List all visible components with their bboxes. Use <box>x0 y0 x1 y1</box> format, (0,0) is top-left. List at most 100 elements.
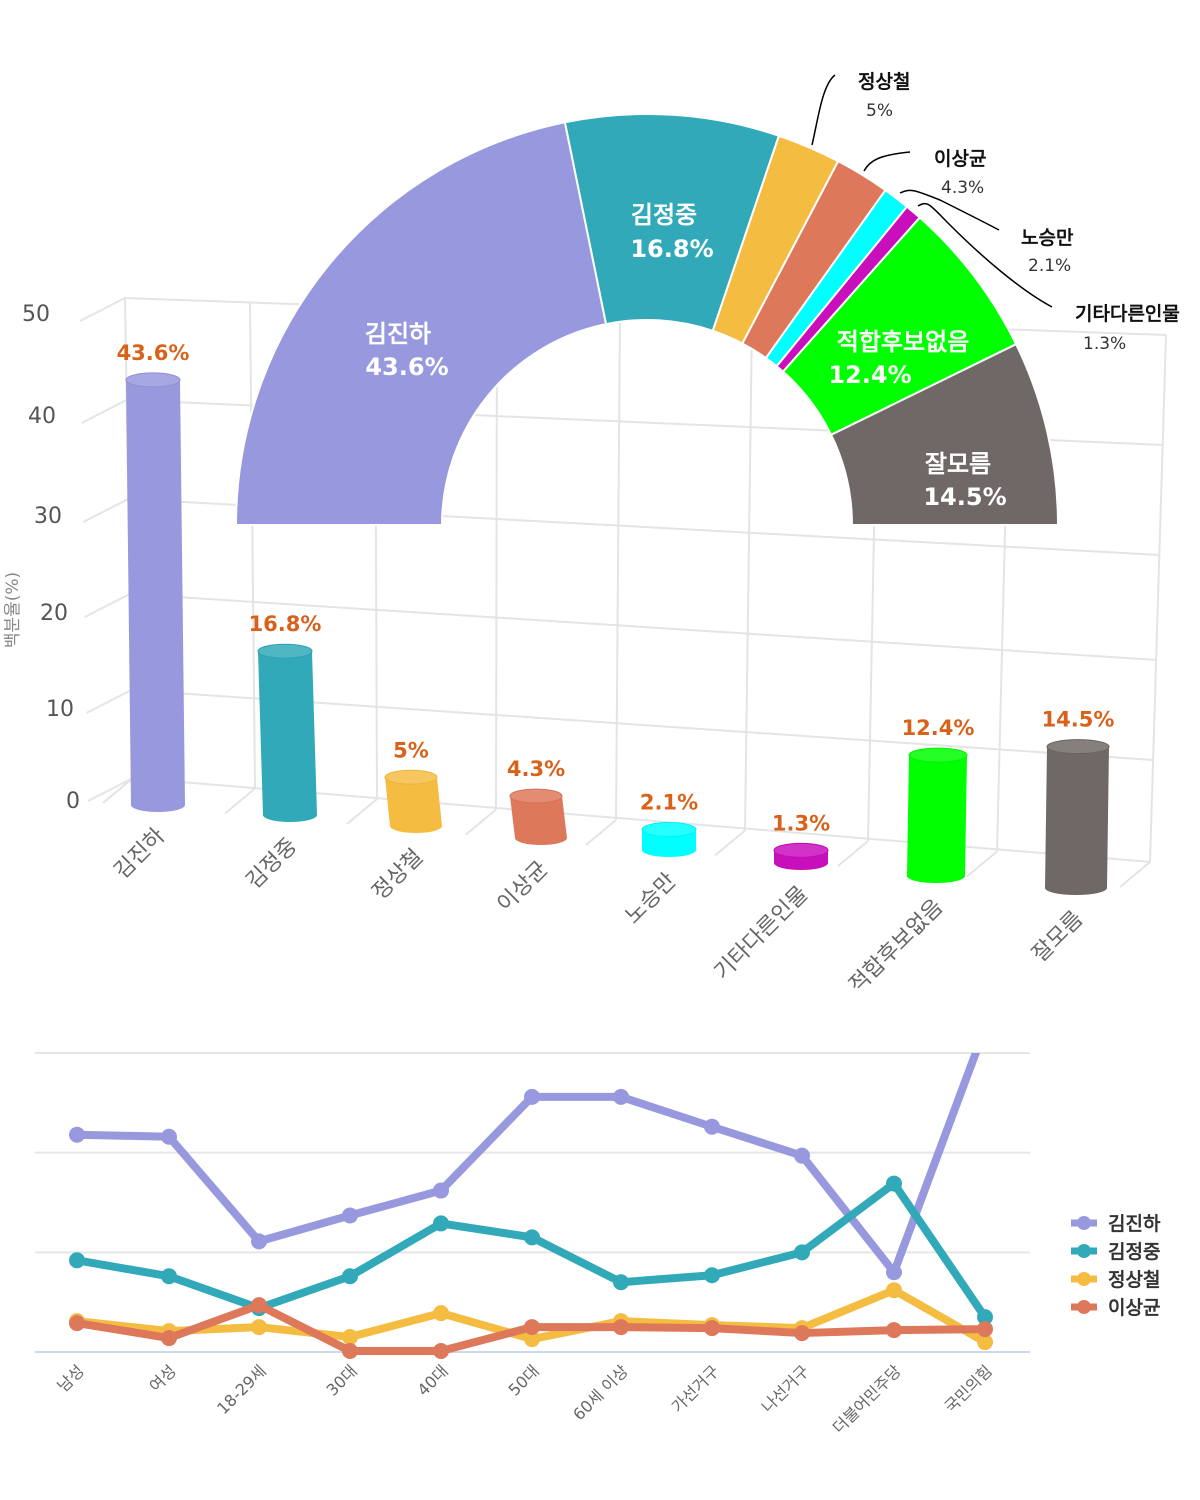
bar-기타다른인물: 1.3% <box>772 811 830 870</box>
donut-inside-value: 14.5% <box>923 483 1006 511</box>
bar-value-label: 14.5% <box>1042 708 1115 732</box>
x-tick-label: 남성 <box>54 1361 88 1395</box>
data-point <box>704 1320 720 1337</box>
grid-line <box>615 316 621 821</box>
data-point <box>704 1267 720 1284</box>
legend-item-김진하: 김진하 <box>1071 1213 1161 1235</box>
data-point <box>161 1330 177 1347</box>
x-tick-label: 김진하 <box>110 824 171 885</box>
floor-line <box>224 787 256 815</box>
donut-inside-name: 잘모름 <box>925 450 991 478</box>
bar-top <box>384 769 438 785</box>
data-point <box>524 1229 540 1246</box>
bar-value-label: 43.6% <box>117 341 190 365</box>
bar-top <box>1046 739 1110 755</box>
bar-top <box>641 822 697 838</box>
x-tick-label: 나선거구 <box>758 1361 813 1416</box>
data-point <box>613 1319 629 1336</box>
line-chart-x-axis: 남성 여성 18-29세 30대 40대 50대 60세 이상 가선거구 나선거구 더불어민주당 국… <box>54 1361 996 1437</box>
floor-line <box>102 777 134 804</box>
line-plot-area <box>69 1020 993 1360</box>
side-grid-line <box>85 689 132 714</box>
bar-chart-y-axis-label: 백분율(%) <box>3 572 23 648</box>
floor-line <box>837 840 869 867</box>
x-tick-label: 50대 <box>505 1361 543 1399</box>
x-tick-label: 여성 <box>146 1361 180 1395</box>
donut-leader-line <box>811 74 836 146</box>
bar-body <box>510 796 567 845</box>
x-tick-label: 김정중 <box>242 834 303 895</box>
x-tick-label: 이상균 <box>493 857 554 918</box>
donut-leader-line <box>917 202 1053 308</box>
x-tick-label: 노승만 <box>621 869 682 930</box>
x-tick-label: 30대 <box>323 1361 361 1399</box>
data-point <box>251 1233 267 1250</box>
bar-body <box>907 755 967 883</box>
bar-value-label: 12.4% <box>902 716 975 740</box>
floor-line <box>585 819 617 846</box>
bar-value-label: 16.8% <box>249 612 322 636</box>
legend-marker <box>1077 1272 1091 1286</box>
data-point <box>794 1325 810 1342</box>
line-chart-grid <box>35 1052 1030 1353</box>
floor-line <box>465 808 497 836</box>
data-point <box>886 1264 902 1281</box>
bar-value-label: 1.3% <box>772 811 830 835</box>
data-point <box>342 1268 358 1285</box>
x-tick-label: 국민의힘 <box>941 1361 996 1416</box>
y-tick-label: 40 <box>28 404 56 429</box>
donut-inside-name: 김진하 <box>365 320 431 348</box>
series-이상균 <box>69 1297 993 1360</box>
data-point <box>886 1322 902 1339</box>
data-point <box>251 1297 267 1314</box>
x-tick-label: 정상철 <box>368 845 429 906</box>
legend-marker <box>1077 1244 1091 1258</box>
grid-line <box>249 302 256 789</box>
donut-outside-name: 기타다른인물 <box>1075 303 1180 325</box>
data-point <box>794 1147 810 1164</box>
donut-slice-김진하 <box>234 121 608 526</box>
x-tick-label: 가선거구 <box>668 1361 723 1416</box>
floor-line <box>714 829 746 857</box>
donut-inside-value: 16.8% <box>630 235 713 263</box>
legend-item-정상철: 정상철 <box>1071 1269 1160 1291</box>
donut-inside-value: 43.6% <box>365 353 448 381</box>
y-tick-label: 0 <box>66 789 80 814</box>
bar-적합후보없음: 12.4% <box>902 716 975 883</box>
donut-outside-value: 4.3% <box>941 178 984 198</box>
line-chart: 남성 여성 18-29세 30대 40대 50대 60세 이상 가선거구 나선거구 더불어민주당 국… <box>35 1020 1161 1437</box>
donut-inside-value: 12.4% <box>828 361 911 389</box>
donut-outside-value: 1.3% <box>1083 334 1126 354</box>
x-tick-label: 적합후보없음 <box>845 895 949 999</box>
bar-top <box>257 643 313 659</box>
legend-label: 이상균 <box>1108 1297 1160 1319</box>
legend-item-이상균: 이상균 <box>1071 1297 1160 1319</box>
x-tick-label: 기타다른인물 <box>710 882 814 986</box>
bar-value-label: 5% <box>393 738 429 762</box>
bar-노승만: 2.1% <box>640 791 698 857</box>
bar-top <box>773 842 829 858</box>
y-tick-label: 20 <box>40 601 68 626</box>
data-point <box>342 1343 358 1360</box>
bar-body <box>126 379 185 812</box>
bar-잘모름: 14.5% <box>1042 708 1115 895</box>
x-tick-label: 60세 이상 <box>569 1361 632 1424</box>
legend-item-김정중: 김정중 <box>1071 1241 1160 1263</box>
data-point <box>524 1088 540 1105</box>
data-point <box>613 1088 629 1105</box>
donut-leader-line <box>863 151 911 172</box>
y-tick-label: 50 <box>22 302 50 327</box>
data-point <box>977 1020 993 1036</box>
series-김정중 <box>69 1175 993 1326</box>
bar-body <box>258 651 317 822</box>
floor-line <box>966 850 998 878</box>
bar-top <box>125 372 181 388</box>
donut-inside-name: 적합후보없음 <box>837 328 969 356</box>
x-tick-label: 잘모름 <box>1028 907 1089 968</box>
data-point <box>524 1319 540 1336</box>
legend-label: 김진하 <box>1108 1213 1161 1235</box>
data-point <box>69 1126 85 1143</box>
data-point <box>613 1274 629 1291</box>
floor-line <box>346 798 378 825</box>
